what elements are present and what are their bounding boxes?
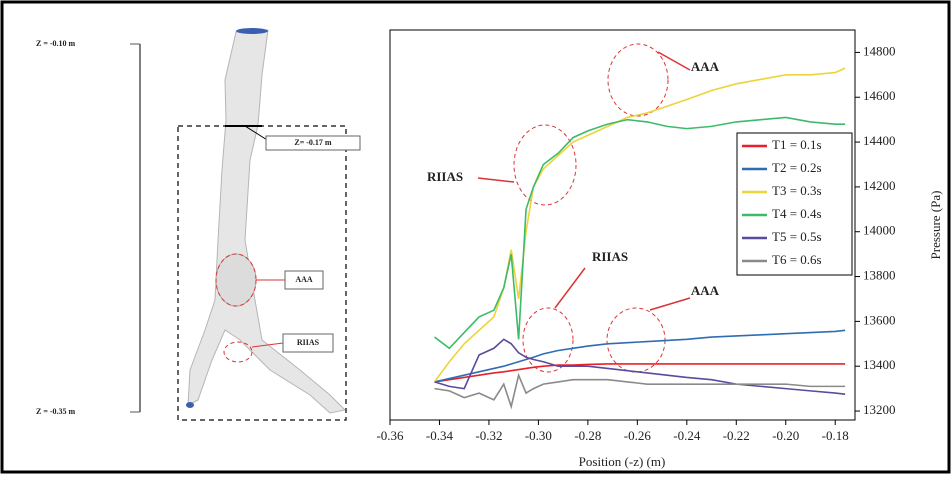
annotation: RIIAS (592, 249, 628, 264)
legend-label: T6 = 0.6s (772, 252, 822, 267)
x-tick-label: -0.22 (723, 428, 750, 443)
y-tick-label: 14600 (863, 88, 896, 103)
y-tick-label: 14200 (863, 178, 896, 193)
x-tick-label: -0.20 (772, 428, 799, 443)
legend-label: T5 = 0.5s (772, 229, 822, 244)
x-tick-label: -0.32 (475, 428, 502, 443)
annotation: RIIAS (427, 169, 463, 184)
x-tick-label: -0.24 (673, 428, 701, 443)
x-tick-label: -0.30 (525, 428, 552, 443)
y-tick-label: 13800 (863, 268, 896, 283)
legend-label: T1 = 0.1s (772, 137, 822, 152)
x-tick-label: -0.26 (624, 428, 652, 443)
y-tick-label: 14400 (863, 133, 896, 148)
aaa-label: AAA (295, 275, 313, 284)
y-tick-label: 13400 (863, 357, 896, 372)
y-axis-label: Pressure (Pa) (928, 191, 943, 260)
z-bottom-label: Z = -0.35 m (36, 407, 76, 416)
annotation: AAA (691, 283, 720, 298)
x-tick-label: -0.18 (822, 428, 849, 443)
legend-label: T2 = 0.2s (772, 160, 822, 175)
x-tick-label: -0.34 (426, 428, 454, 443)
figure: Z = -0.10 m Z = -0.35 m Z= -0.17 m AAA R… (0, 0, 952, 475)
y-tick-label: 13200 (863, 402, 896, 417)
riias-label: RIIAS (297, 338, 320, 347)
z-mid-label: Z= -0.17 m (294, 138, 332, 147)
y-tick-label: 13600 (863, 312, 896, 327)
x-tick-label: -0.36 (376, 428, 404, 443)
x-axis-label: Position (-z) (m) (579, 454, 666, 469)
annotation: AAA (691, 59, 720, 74)
z-top-label: Z = -0.10 m (36, 39, 76, 48)
y-tick-label: 14000 (863, 223, 896, 238)
legend-label: T4 = 0.4s (772, 206, 822, 221)
y-tick-label: 14800 (863, 43, 896, 58)
x-tick-label: -0.28 (574, 428, 601, 443)
legend-label: T3 = 0.3s (772, 183, 822, 198)
